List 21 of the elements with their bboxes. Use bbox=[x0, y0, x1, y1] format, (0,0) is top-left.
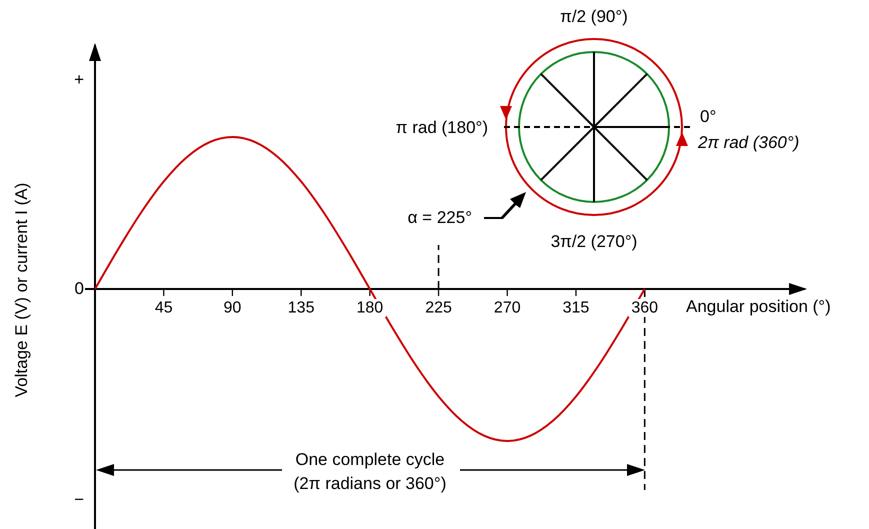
annotation: α = 225° bbox=[408, 208, 472, 228]
x-tick-label: 180 bbox=[356, 299, 384, 316]
x-tick-label: 315 bbox=[562, 299, 590, 316]
y-axis-title: Voltage E (V) or current I (A) bbox=[12, 182, 32, 398]
x-tick-label: 135 bbox=[288, 299, 315, 316]
x-tick-label: 45 bbox=[154, 299, 173, 316]
text: One complete cycle bbox=[295, 450, 445, 470]
text: − bbox=[74, 490, 84, 510]
text: (2π radians or 360°) bbox=[294, 474, 446, 494]
x-tick-label: 90 bbox=[224, 299, 242, 316]
x-axis-title: Angular position (°) bbox=[686, 297, 831, 317]
text: π/2 (90°) bbox=[560, 7, 628, 27]
x-tick-label: 360 bbox=[631, 299, 658, 316]
annotation: π rad (180°) bbox=[396, 118, 488, 138]
text: 0° bbox=[700, 107, 716, 127]
text: + bbox=[74, 70, 84, 90]
x-tick-label: 225 bbox=[425, 299, 452, 316]
annotation: 3π/2 (270°) bbox=[550, 232, 638, 252]
annotation: 0 bbox=[74, 279, 84, 299]
annotation: 2π rad (360°) bbox=[698, 133, 800, 153]
x-tick-label: 270 bbox=[494, 299, 521, 316]
